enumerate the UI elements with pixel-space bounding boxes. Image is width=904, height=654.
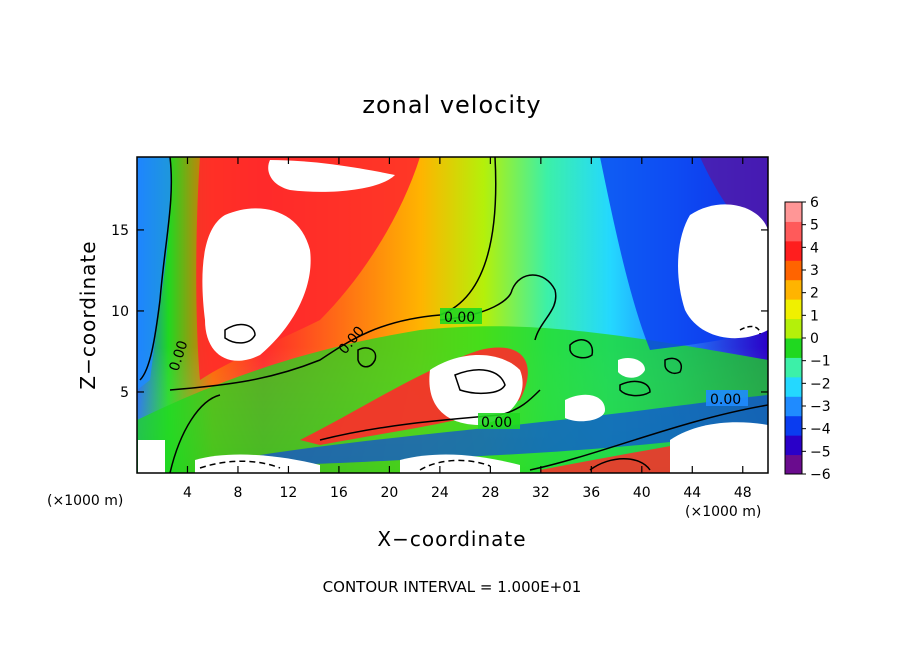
colorbar-segment bbox=[785, 338, 802, 358]
y-tick-label: 15 bbox=[111, 223, 129, 239]
colorbar-segment bbox=[785, 454, 802, 475]
colorbar-segment bbox=[785, 240, 802, 261]
x-tick-label: 12 bbox=[280, 485, 298, 501]
colorbar-tick-label: 3 bbox=[810, 263, 819, 279]
contour-lines bbox=[139, 157, 768, 473]
colorbar-segment bbox=[785, 376, 802, 397]
y-tick-label: 5 bbox=[120, 385, 129, 401]
contour-label: 0.00 bbox=[481, 415, 512, 431]
plot-frame bbox=[136, 156, 769, 474]
x-tick-label: 36 bbox=[582, 485, 600, 501]
colorbar-segment bbox=[785, 435, 802, 456]
colorbar-tick-label: −1 bbox=[810, 354, 831, 370]
y-axis-ticks: 5 10 15 bbox=[111, 223, 768, 401]
x-axis-label: X−coordinate bbox=[377, 527, 526, 551]
x-tick-label: 44 bbox=[683, 485, 701, 501]
x-tick-label: 40 bbox=[633, 485, 651, 501]
x-tick-label: 48 bbox=[734, 485, 752, 501]
contour-label: 0.00 bbox=[710, 392, 741, 408]
contour-interval-note: CONTOUR INTERVAL = 1.000E+01 bbox=[323, 578, 582, 596]
colorbar-segment bbox=[785, 260, 802, 281]
colorbar-tick-label: 2 bbox=[810, 286, 819, 302]
x-tick-label: 28 bbox=[481, 485, 499, 501]
x-tick-label: 32 bbox=[532, 485, 550, 501]
colorbar-segment bbox=[785, 221, 802, 242]
colorbar-tick-label: 6 bbox=[810, 195, 819, 211]
y-tick-label: 10 bbox=[111, 304, 129, 320]
chart-title: zonal velocity bbox=[362, 91, 541, 119]
x-axis-ticks: 4 8 12 16 20 24 28 32 36 40 44 48 bbox=[183, 157, 752, 501]
colorbar-tick-label: 1 bbox=[810, 308, 819, 324]
colorbar-segment bbox=[785, 357, 802, 378]
colorbar-segment bbox=[785, 415, 802, 436]
colorbar-segment bbox=[785, 202, 802, 222]
colorbar-tick-label: −3 bbox=[810, 399, 831, 415]
y-axis-label: Z−coordinate bbox=[76, 240, 100, 389]
x-tick-label: 16 bbox=[330, 485, 348, 501]
colorbar-tick-label: 4 bbox=[810, 240, 819, 256]
colorbar-tick-label: 0 bbox=[810, 331, 819, 347]
colorbar-tick-label: −6 bbox=[810, 467, 831, 483]
colorbar-segment bbox=[785, 279, 802, 300]
x-tick-label: 4 bbox=[183, 485, 192, 501]
colorbar-segment bbox=[785, 396, 802, 417]
colorbar: 6 5 4 3 2 1 0 −1 −2 −3 −4 −5 −6 bbox=[784, 195, 831, 483]
colorbar-segment bbox=[785, 299, 802, 320]
x-tick-label: 20 bbox=[380, 485, 398, 501]
colorbar-tick-label: −4 bbox=[810, 422, 831, 438]
contour-label: 0.00 bbox=[444, 310, 475, 326]
x-axis-unit: (×1000 m) bbox=[685, 504, 761, 520]
y-axis-unit: (×1000 m) bbox=[47, 493, 123, 509]
colorbar-tick-label: −5 bbox=[810, 444, 831, 460]
colorbar-segment bbox=[785, 318, 802, 339]
x-tick-label: 8 bbox=[233, 485, 242, 501]
colorbar-tick-label: −2 bbox=[810, 376, 831, 392]
colorbar-tick-label: 5 bbox=[810, 218, 819, 234]
x-tick-label: 24 bbox=[431, 485, 449, 501]
